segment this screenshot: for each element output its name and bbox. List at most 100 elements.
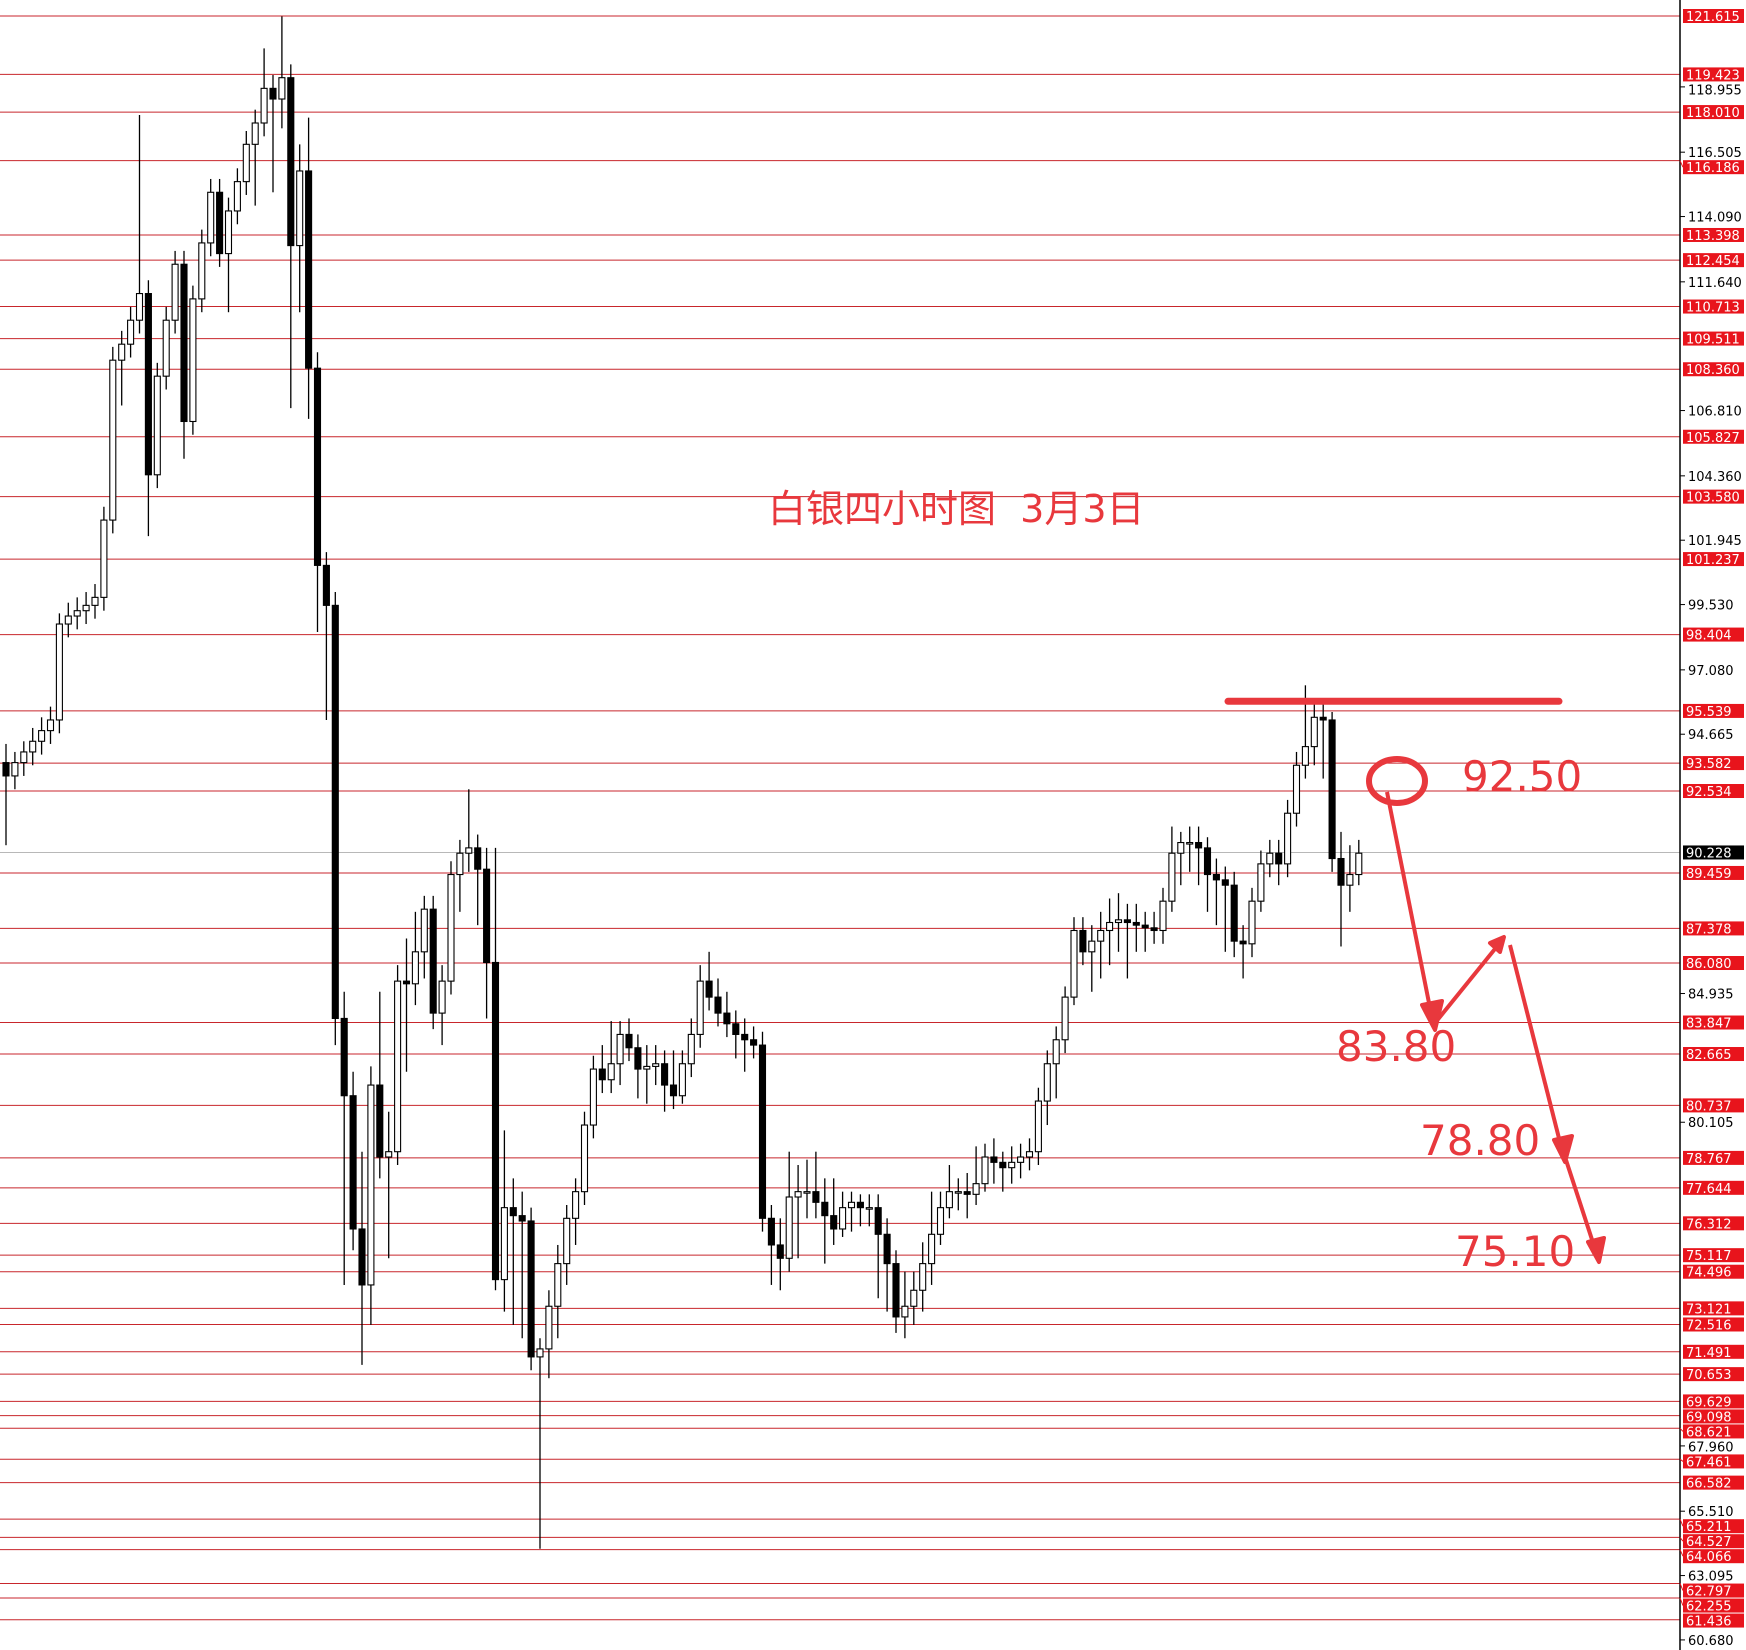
arrowhead-3 <box>1552 1134 1574 1164</box>
candle-bullish <box>1257 863 1265 902</box>
candle-bullish <box>1186 841 1194 845</box>
candle-bearish <box>1203 847 1212 876</box>
level-label: 65.211 <box>1686 1520 1732 1535</box>
level-label: 109.511 <box>1686 333 1740 348</box>
candle-bearish <box>1132 921 1140 926</box>
level-label-bg <box>1683 1394 1744 1409</box>
candle-bullish <box>420 908 428 953</box>
current-price-label: 90.228 <box>1686 846 1732 861</box>
candle-bearish <box>883 1233 891 1265</box>
candle-bullish <box>394 980 402 1153</box>
level-label-bg <box>1683 921 1744 936</box>
level-label-bg <box>1683 362 1744 377</box>
level-label: 66.582 <box>1686 1477 1732 1492</box>
level-label-bg <box>1683 1098 1744 1113</box>
level-label-bg <box>1683 1534 1744 1549</box>
candle-bearish <box>287 77 295 247</box>
level-label: 110.713 <box>1686 301 1740 316</box>
candle-bullish <box>100 519 108 598</box>
candle-bullish <box>251 122 259 145</box>
level-label: 118.010 <box>1686 106 1740 121</box>
arrow-up <box>1433 937 1505 1025</box>
level-label: 105.827 <box>1686 431 1740 446</box>
candle-bullish <box>1070 929 1078 998</box>
candle-bearish <box>2 762 10 777</box>
candle-bullish <box>616 1033 624 1065</box>
forecast-arrows <box>1385 791 1606 1264</box>
candles <box>2 16 1363 1549</box>
candle-bullish <box>687 1033 695 1065</box>
candle-bearish <box>705 980 713 998</box>
current-price-bg <box>1683 845 1744 860</box>
candle-bearish <box>1079 929 1087 953</box>
candle-bearish <box>349 1095 357 1230</box>
axis-tick-label: 94.665 <box>1688 728 1734 743</box>
candle-bullish <box>456 852 464 876</box>
candle-bullish <box>954 1191 962 1194</box>
level-label-bg <box>1683 253 1744 268</box>
candle-bearish <box>509 1207 517 1217</box>
candle-bullish <box>945 1191 953 1209</box>
level-label: 119.423 <box>1686 68 1740 83</box>
level-label-bg <box>1683 331 1744 346</box>
candle-bullish <box>643 1065 651 1070</box>
candle-bullish <box>82 604 90 612</box>
candle-bearish <box>340 1017 348 1097</box>
candle-bearish <box>305 170 313 369</box>
level-label-bg <box>1683 1248 1744 1263</box>
level-label: 112.454 <box>1686 254 1740 269</box>
label-connector <box>1679 1518 1684 1527</box>
candle-bearish <box>1195 841 1203 849</box>
candle-bullish <box>91 596 99 606</box>
candle-bullish <box>260 87 268 124</box>
axis-tick-label: 101.945 <box>1688 534 1742 549</box>
candle-bullish <box>11 762 19 777</box>
candle-bearish <box>999 1161 1007 1169</box>
candle-bullish <box>1301 746 1309 766</box>
label-connector <box>1679 160 1684 168</box>
arrowhead-4 <box>1586 1236 1606 1264</box>
candle-bearish <box>830 1215 838 1230</box>
candle-bullish <box>972 1183 980 1195</box>
level-label: 77.644 <box>1686 1182 1732 1197</box>
candle-bullish <box>785 1196 793 1259</box>
candle-bullish <box>465 847 473 854</box>
axis-tick-label: 114.090 <box>1688 211 1742 226</box>
candle-bearish <box>269 87 277 100</box>
candle-bearish <box>750 1039 758 1046</box>
candle-bullish <box>278 77 286 100</box>
axis-tick-label: 97.080 <box>1688 664 1734 679</box>
candle-bullish <box>536 1348 544 1358</box>
axis-tick-label: 67.960 <box>1688 1440 1734 1455</box>
candle-bullish <box>1052 1039 1060 1065</box>
level-label-bg <box>1683 1264 1744 1279</box>
candle-bullish <box>554 1263 562 1307</box>
candle-bullish <box>607 1063 615 1081</box>
candle-bearish <box>518 1215 526 1222</box>
candle-bullish <box>198 242 206 300</box>
target-label-3: 78.80 <box>1420 1116 1541 1165</box>
candle-bullish <box>296 170 304 247</box>
level-label: 89.459 <box>1686 867 1732 882</box>
level-label-bg <box>1683 552 1744 567</box>
candle-bearish <box>1319 716 1327 721</box>
level-label: 62.797 <box>1686 1585 1732 1600</box>
candle-bullish <box>1043 1063 1051 1102</box>
level-label: 69.629 <box>1686 1395 1732 1410</box>
level-label-bg <box>1683 756 1744 771</box>
candle-bullish <box>38 730 46 742</box>
candle-bullish <box>29 740 37 753</box>
level-label: 68.621 <box>1686 1425 1732 1440</box>
target-label-1: 92.50 <box>1462 752 1583 801</box>
label-connector <box>1679 1537 1684 1542</box>
level-label-bg <box>1683 1454 1744 1469</box>
candle-bearish <box>483 868 491 964</box>
level-label-bg <box>1683 1475 1744 1490</box>
candle-bearish <box>856 1201 864 1209</box>
candle-bullish <box>1025 1151 1034 1158</box>
candle-bearish <box>732 1023 740 1035</box>
axis-tick-label: 65.510 <box>1688 1505 1734 1520</box>
axis-tick-label: 104.360 <box>1688 470 1742 485</box>
candle-bearish <box>1275 852 1283 865</box>
candle-bearish <box>669 1084 678 1097</box>
